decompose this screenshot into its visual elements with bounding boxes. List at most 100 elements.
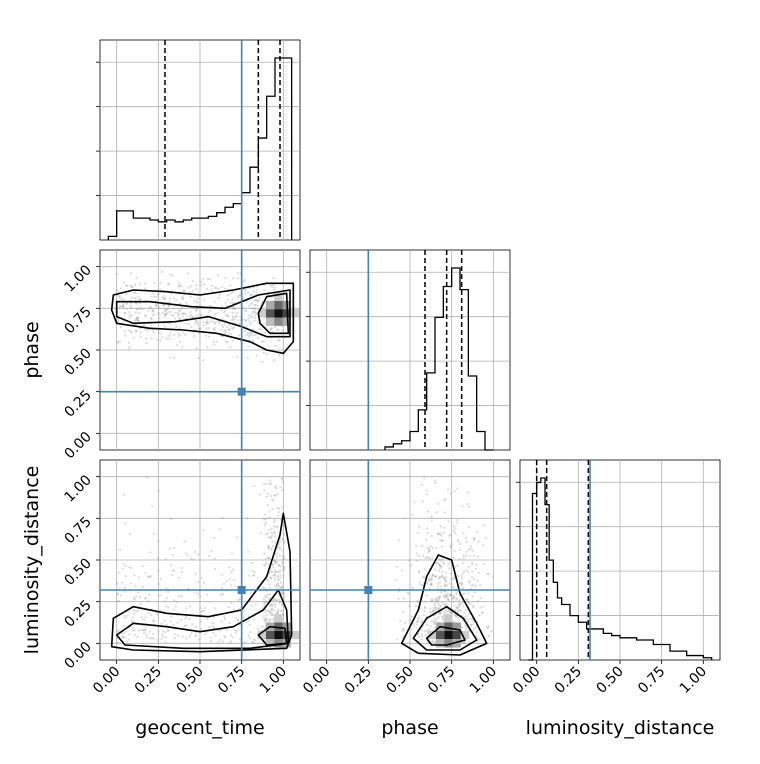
scatter-point: [238, 334, 241, 337]
scatter-point: [129, 304, 132, 307]
x-tick-label: 0.75: [215, 664, 248, 697]
scatter-point: [135, 302, 138, 305]
scatter-point: [278, 541, 281, 544]
scatter-point: [163, 600, 166, 603]
scatter-point: [198, 327, 201, 331]
scatter-point: [266, 562, 269, 565]
scatter-point: [471, 563, 474, 566]
scatter-point: [278, 547, 281, 550]
scatter-point: [156, 304, 159, 307]
scatter-point: [278, 339, 281, 342]
scatter-point: [263, 587, 266, 590]
density-cell: [265, 309, 275, 318]
scatter-point: [263, 602, 266, 605]
scatter-point: [273, 599, 276, 602]
scatter-point: [193, 321, 197, 325]
scatter-point: [277, 514, 280, 517]
scatter-point: [472, 536, 476, 539]
scatter-point: [452, 597, 455, 600]
scatter-point: [164, 640, 167, 644]
histogram-step-geocent_time: [107, 57, 293, 240]
scatter-point: [169, 620, 172, 623]
scatter-point: [165, 597, 168, 600]
scatter-point: [436, 607, 439, 610]
scatter-point: [178, 317, 182, 320]
scatter-point: [432, 621, 435, 624]
scatter-point: [196, 323, 200, 326]
scatter-point: [262, 482, 266, 486]
scatter-point: [275, 599, 279, 602]
truth-marker: [237, 586, 246, 594]
scatter-point: [427, 547, 431, 550]
density-cell: [282, 317, 291, 326]
scatter-point: [252, 574, 255, 577]
scatter-point: [116, 317, 119, 320]
scatter-point: [121, 302, 125, 306]
scatter-point: [261, 300, 264, 303]
scatter-point: [256, 288, 259, 291]
scatter-point: [124, 616, 127, 619]
scatter-point: [451, 597, 454, 600]
scatter-point: [404, 621, 407, 624]
scatter-point: [147, 309, 150, 312]
scatter-point: [181, 635, 184, 638]
scatter-point: [453, 550, 456, 553]
scatter-point: [177, 285, 180, 288]
scatter-point: [213, 300, 216, 303]
scatter-point: [176, 634, 180, 637]
scatter-point: [176, 344, 179, 347]
scatter-point: [233, 307, 237, 310]
scatter-point: [255, 299, 259, 302]
scatter-point: [231, 339, 234, 342]
scatter-point: [450, 578, 453, 581]
scatter-point: [268, 597, 271, 600]
scatter-point: [449, 533, 452, 536]
scatter-point: [185, 552, 188, 555]
scatter-point: [232, 568, 235, 571]
scatter-point: [459, 542, 462, 546]
scatter-point: [253, 317, 256, 320]
scatter-point: [167, 590, 170, 593]
scatter-point: [437, 607, 440, 610]
scatter-point: [223, 636, 226, 639]
scatter-point: [270, 482, 273, 485]
scatter-point: [270, 527, 273, 530]
scatter-point: [212, 328, 215, 331]
scatter-point: [473, 537, 476, 540]
scatter-point: [455, 597, 459, 600]
scatter-point: [148, 630, 151, 633]
scatter-point: [121, 635, 125, 639]
scatter-point: [157, 293, 160, 296]
scatter-point: [460, 582, 463, 585]
scatter-point: [163, 630, 167, 634]
scatter-point: [461, 586, 465, 590]
scatter-point: [437, 532, 440, 536]
scatter-point: [273, 559, 276, 563]
scatter-point: [283, 555, 286, 558]
scatter-point: [423, 477, 426, 480]
scatter-point: [212, 616, 215, 619]
scatter-point: [453, 578, 456, 581]
scatter-point: [281, 603, 284, 606]
scatter-point: [189, 310, 192, 314]
scatter-point: [219, 639, 222, 642]
scatter-point: [460, 582, 464, 585]
scatter-point: [263, 620, 267, 624]
scatter-point: [265, 613, 268, 617]
scatter-point: [431, 597, 434, 601]
scatter-point: [263, 614, 266, 618]
x-tick-label: 0.50: [383, 664, 416, 697]
scatter-point: [209, 304, 212, 308]
scatter-point: [423, 576, 426, 579]
scatter-point: [239, 623, 242, 626]
scatter-point: [138, 595, 142, 599]
scatter-point: [244, 289, 248, 292]
scatter-point: [229, 332, 233, 336]
scatter-point: [195, 633, 198, 636]
scatter-point: [238, 597, 241, 601]
scatter-point: [135, 330, 138, 333]
scatter-point: [121, 567, 124, 570]
scatter-point: [133, 598, 136, 601]
scatter-point: [122, 304, 125, 307]
scatter-point: [236, 618, 239, 621]
